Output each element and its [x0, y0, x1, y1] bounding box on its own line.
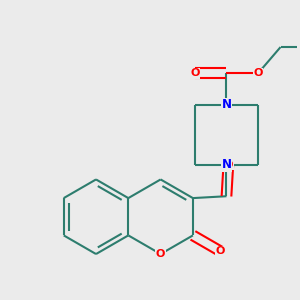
Text: O: O: [190, 68, 200, 78]
Text: O: O: [254, 68, 263, 78]
Text: O: O: [156, 249, 165, 259]
Text: O: O: [216, 246, 225, 256]
Text: N: N: [221, 98, 232, 111]
Text: N: N: [221, 158, 232, 171]
Text: O: O: [224, 160, 233, 170]
